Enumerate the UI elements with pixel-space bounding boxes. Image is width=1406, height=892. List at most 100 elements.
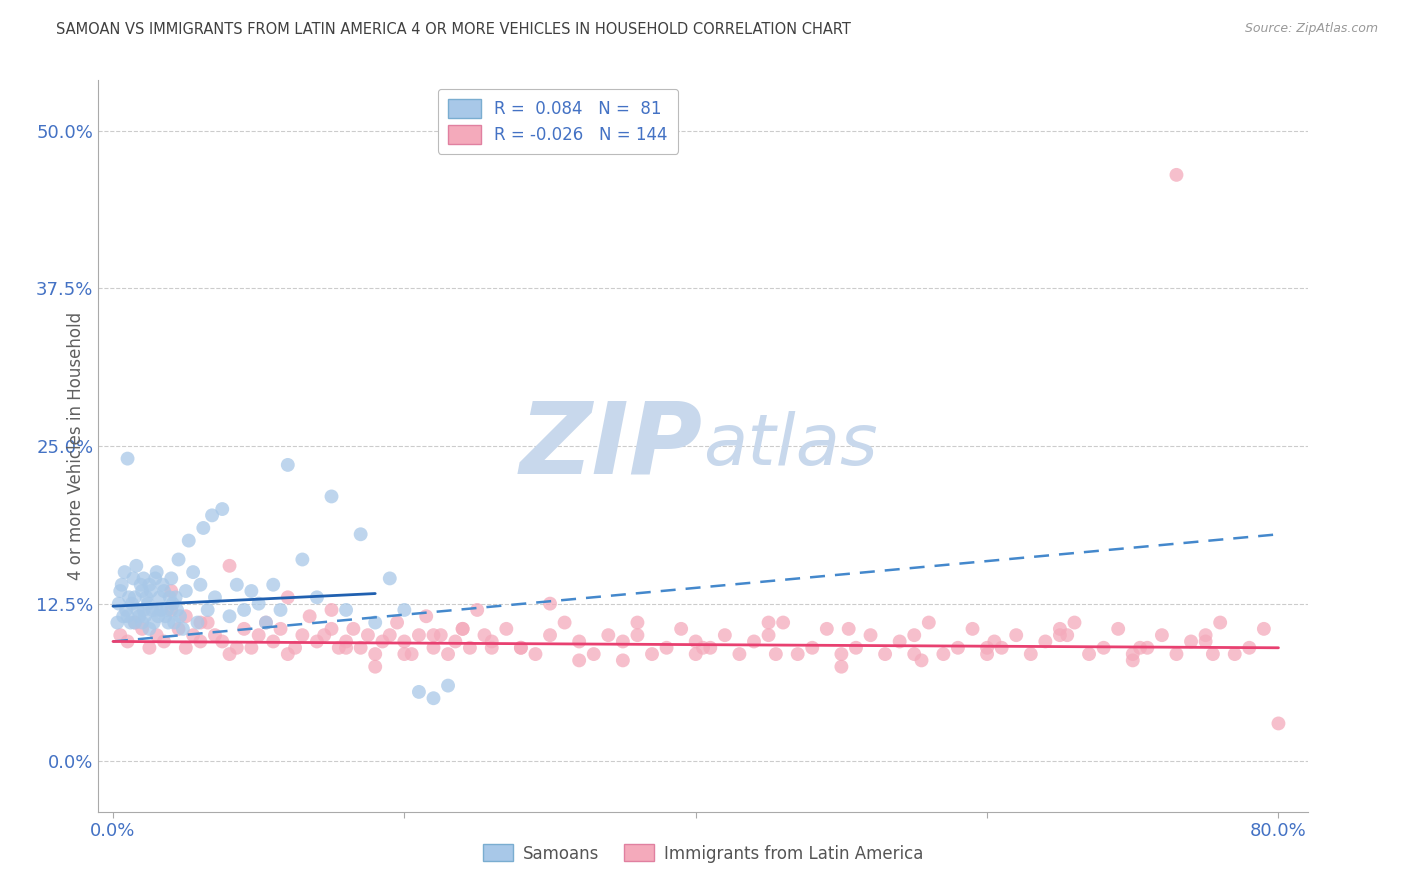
Point: [728, 647, 751, 661]
Point: [1194, 628, 1216, 642]
Point: [233, 603, 256, 617]
Point: [321, 490, 343, 504]
Point: [394, 634, 416, 648]
Point: [1049, 628, 1071, 642]
Point: [149, 591, 172, 605]
Point: [172, 622, 194, 636]
Point: [1180, 634, 1202, 648]
Point: [163, 615, 186, 630]
Point: [465, 603, 488, 617]
Point: [131, 584, 153, 599]
Point: [910, 653, 932, 667]
Point: [305, 634, 328, 648]
Point: [765, 647, 787, 661]
Point: [233, 622, 256, 636]
Point: [685, 647, 707, 661]
Point: [240, 640, 263, 655]
Point: [122, 571, 145, 585]
Point: [110, 628, 132, 642]
Point: [714, 628, 737, 642]
Point: [328, 640, 350, 655]
Point: [204, 628, 226, 642]
Point: [277, 591, 299, 605]
Point: [128, 609, 150, 624]
Point: [538, 597, 561, 611]
Point: [655, 640, 678, 655]
Point: [174, 640, 197, 655]
Point: [152, 578, 174, 592]
Point: [378, 628, 401, 642]
Point: [155, 609, 177, 624]
Point: [132, 603, 155, 617]
Point: [378, 571, 401, 585]
Point: [1122, 653, 1144, 667]
Point: [110, 584, 132, 599]
Point: [976, 640, 998, 655]
Point: [127, 603, 149, 617]
Point: [1056, 628, 1078, 642]
Point: [117, 451, 139, 466]
Point: [408, 685, 430, 699]
Point: [918, 615, 941, 630]
Point: [509, 640, 531, 655]
Point: [150, 603, 173, 617]
Point: [114, 565, 136, 579]
Point: [146, 609, 169, 624]
Point: [277, 647, 299, 661]
Point: [124, 615, 146, 630]
Point: [211, 502, 233, 516]
Point: [451, 622, 474, 636]
Point: [422, 691, 444, 706]
Point: [1063, 615, 1085, 630]
Point: [946, 640, 969, 655]
Point: [291, 552, 314, 566]
Point: [357, 628, 380, 642]
Point: [1209, 615, 1232, 630]
Point: [335, 603, 357, 617]
Point: [568, 634, 591, 648]
Point: [112, 609, 135, 624]
Point: [385, 615, 408, 630]
Point: [197, 603, 219, 617]
Point: [135, 591, 157, 605]
Point: [1166, 168, 1188, 182]
Point: [156, 603, 179, 617]
Point: [131, 615, 153, 630]
Point: [254, 615, 277, 630]
Point: [298, 609, 321, 624]
Point: [364, 615, 387, 630]
Point: [1267, 716, 1289, 731]
Point: [422, 628, 444, 642]
Point: [305, 591, 328, 605]
Point: [138, 578, 160, 592]
Point: [903, 628, 925, 642]
Point: [845, 640, 868, 655]
Point: [186, 615, 208, 630]
Point: [830, 647, 852, 661]
Point: [240, 584, 263, 599]
Point: [211, 634, 233, 648]
Point: [118, 591, 141, 605]
Point: [167, 622, 190, 636]
Point: [859, 628, 882, 642]
Point: [1033, 634, 1056, 648]
Text: ZIP: ZIP: [520, 398, 703, 494]
Point: [1129, 640, 1152, 655]
Point: [160, 571, 183, 585]
Point: [115, 603, 138, 617]
Point: [335, 634, 357, 648]
Point: [401, 647, 423, 661]
Point: [1202, 647, 1225, 661]
Point: [141, 603, 163, 617]
Point: [277, 458, 299, 472]
Point: [758, 615, 780, 630]
Point: [889, 634, 911, 648]
Point: [190, 615, 212, 630]
Point: [474, 628, 496, 642]
Point: [121, 597, 143, 611]
Point: [321, 603, 343, 617]
Point: [801, 640, 824, 655]
Point: [626, 615, 648, 630]
Point: [314, 628, 336, 642]
Point: [291, 628, 314, 642]
